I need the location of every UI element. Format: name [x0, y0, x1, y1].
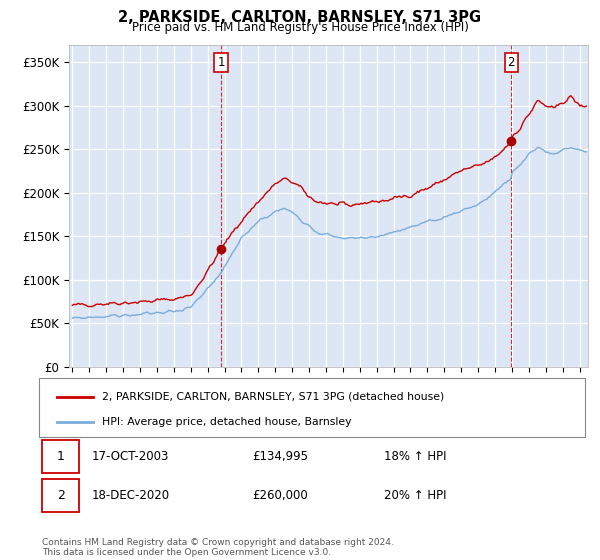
Text: 1: 1 [56, 450, 65, 463]
Text: 17-OCT-2003: 17-OCT-2003 [91, 450, 169, 463]
Text: 20% ↑ HPI: 20% ↑ HPI [384, 489, 446, 502]
Text: 18-DEC-2020: 18-DEC-2020 [91, 489, 169, 502]
Text: Contains HM Land Registry data © Crown copyright and database right 2024.
This d: Contains HM Land Registry data © Crown c… [42, 538, 394, 557]
Text: 18% ↑ HPI: 18% ↑ HPI [384, 450, 446, 463]
Text: Price paid vs. HM Land Registry's House Price Index (HPI): Price paid vs. HM Land Registry's House … [131, 21, 469, 34]
Text: 2: 2 [508, 56, 515, 69]
Text: 2: 2 [56, 489, 65, 502]
Text: 2, PARKSIDE, CARLTON, BARNSLEY, S71 3PG (detached house): 2, PARKSIDE, CARLTON, BARNSLEY, S71 3PG … [102, 392, 444, 402]
Text: £260,000: £260,000 [252, 489, 308, 502]
Text: 1: 1 [217, 56, 225, 69]
Text: £134,995: £134,995 [252, 450, 308, 463]
Text: 2, PARKSIDE, CARLTON, BARNSLEY, S71 3PG: 2, PARKSIDE, CARLTON, BARNSLEY, S71 3PG [118, 10, 482, 25]
Text: HPI: Average price, detached house, Barnsley: HPI: Average price, detached house, Barn… [102, 417, 352, 427]
